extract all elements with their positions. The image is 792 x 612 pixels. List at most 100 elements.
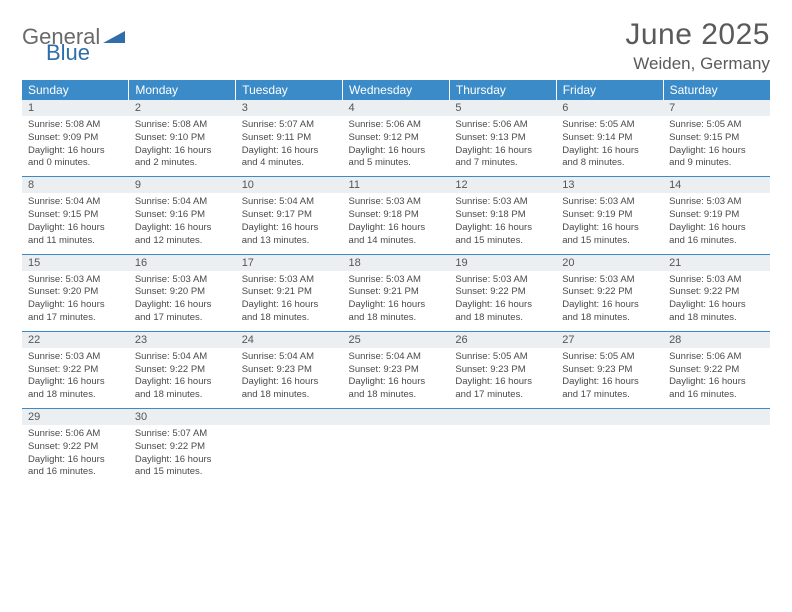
day-content: Sunrise: 5:05 AMSunset: 9:14 PMDaylight:… [556, 117, 663, 176]
day-cell: 20Sunrise: 5:03 AMSunset: 9:22 PMDayligh… [556, 255, 663, 332]
day-cell: 23Sunrise: 5:04 AMSunset: 9:22 PMDayligh… [129, 332, 236, 409]
day-content: Sunrise: 5:08 AMSunset: 9:10 PMDaylight:… [129, 117, 236, 176]
day-cell: 3Sunrise: 5:07 AMSunset: 9:11 PMDaylight… [236, 100, 343, 177]
day-cell [449, 409, 556, 485]
day-content: Sunrise: 5:06 AMSunset: 9:22 PMDaylight:… [663, 349, 770, 408]
day-content: Sunrise: 5:04 AMSunset: 9:17 PMDaylight:… [236, 194, 343, 253]
day-number [343, 409, 450, 426]
day-content [449, 426, 556, 482]
day-content [236, 426, 343, 482]
day-cell: 28Sunrise: 5:06 AMSunset: 9:22 PMDayligh… [663, 332, 770, 409]
day-cell: 6Sunrise: 5:05 AMSunset: 9:14 PMDaylight… [556, 100, 663, 177]
day-number: 5 [449, 100, 556, 117]
day-number: 20 [556, 255, 663, 272]
day-cell: 14Sunrise: 5:03 AMSunset: 9:19 PMDayligh… [663, 177, 770, 254]
day-cell: 22Sunrise: 5:03 AMSunset: 9:22 PMDayligh… [22, 332, 129, 409]
day-number [449, 409, 556, 426]
day-cell: 29Sunrise: 5:06 AMSunset: 9:22 PMDayligh… [22, 409, 129, 485]
day-content: Sunrise: 5:05 AMSunset: 9:15 PMDaylight:… [663, 117, 770, 176]
day-cell [663, 409, 770, 485]
day-number: 29 [22, 409, 129, 426]
day-number: 13 [556, 177, 663, 194]
day-number: 6 [556, 100, 663, 117]
day-number: 15 [22, 255, 129, 272]
day-content: Sunrise: 5:04 AMSunset: 9:23 PMDaylight:… [343, 349, 450, 408]
day-number: 18 [343, 255, 450, 272]
day-cell: 4Sunrise: 5:06 AMSunset: 9:12 PMDaylight… [343, 100, 450, 177]
day-number: 9 [129, 177, 236, 194]
day-content: Sunrise: 5:03 AMSunset: 9:21 PMDaylight:… [343, 272, 450, 331]
day-cell: 16Sunrise: 5:03 AMSunset: 9:20 PMDayligh… [129, 255, 236, 332]
day-number: 11 [343, 177, 450, 194]
month-title: June 2025 [625, 18, 770, 52]
brand-part2: Blue [20, 42, 125, 64]
day-number: 24 [236, 332, 343, 349]
day-number: 4 [343, 100, 450, 117]
calendar-table: SundayMondayTuesdayWednesdayThursdayFrid… [22, 80, 770, 485]
day-number: 3 [236, 100, 343, 117]
day-cell: 19Sunrise: 5:03 AMSunset: 9:22 PMDayligh… [449, 255, 556, 332]
day-content: Sunrise: 5:03 AMSunset: 9:22 PMDaylight:… [22, 349, 129, 408]
day-number [236, 409, 343, 426]
day-number: 28 [663, 332, 770, 349]
day-number: 25 [343, 332, 450, 349]
day-content: Sunrise: 5:06 AMSunset: 9:13 PMDaylight:… [449, 117, 556, 176]
day-cell: 8Sunrise: 5:04 AMSunset: 9:15 PMDaylight… [22, 177, 129, 254]
day-cell: 26Sunrise: 5:05 AMSunset: 9:23 PMDayligh… [449, 332, 556, 409]
weekday-header: Wednesday [343, 80, 450, 100]
day-content: Sunrise: 5:03 AMSunset: 9:21 PMDaylight:… [236, 272, 343, 331]
weekday-header: Monday [129, 80, 236, 100]
day-content: Sunrise: 5:03 AMSunset: 9:22 PMDaylight:… [556, 272, 663, 331]
day-number: 12 [449, 177, 556, 194]
day-cell: 11Sunrise: 5:03 AMSunset: 9:18 PMDayligh… [343, 177, 450, 254]
day-content: Sunrise: 5:03 AMSunset: 9:18 PMDaylight:… [343, 194, 450, 253]
day-content: Sunrise: 5:06 AMSunset: 9:12 PMDaylight:… [343, 117, 450, 176]
day-number: 19 [449, 255, 556, 272]
weekday-header: Saturday [663, 80, 770, 100]
day-cell: 21Sunrise: 5:03 AMSunset: 9:22 PMDayligh… [663, 255, 770, 332]
day-content: Sunrise: 5:03 AMSunset: 9:19 PMDaylight:… [556, 194, 663, 253]
day-number: 2 [129, 100, 236, 117]
location-label: Weiden, Germany [625, 54, 770, 74]
day-number: 14 [663, 177, 770, 194]
day-cell: 10Sunrise: 5:04 AMSunset: 9:17 PMDayligh… [236, 177, 343, 254]
day-cell [556, 409, 663, 485]
day-cell: 24Sunrise: 5:04 AMSunset: 9:23 PMDayligh… [236, 332, 343, 409]
day-number: 7 [663, 100, 770, 117]
day-content: Sunrise: 5:03 AMSunset: 9:19 PMDaylight:… [663, 194, 770, 253]
day-content: Sunrise: 5:04 AMSunset: 9:16 PMDaylight:… [129, 194, 236, 253]
day-number: 1 [22, 100, 129, 117]
day-cell: 18Sunrise: 5:03 AMSunset: 9:21 PMDayligh… [343, 255, 450, 332]
day-number: 30 [129, 409, 236, 426]
day-content: Sunrise: 5:07 AMSunset: 9:22 PMDaylight:… [129, 426, 236, 485]
day-content: Sunrise: 5:03 AMSunset: 9:20 PMDaylight:… [129, 272, 236, 331]
day-cell: 30Sunrise: 5:07 AMSunset: 9:22 PMDayligh… [129, 409, 236, 485]
day-content: Sunrise: 5:05 AMSunset: 9:23 PMDaylight:… [556, 349, 663, 408]
day-content: Sunrise: 5:08 AMSunset: 9:09 PMDaylight:… [22, 117, 129, 176]
day-content: Sunrise: 5:05 AMSunset: 9:23 PMDaylight:… [449, 349, 556, 408]
day-content: Sunrise: 5:06 AMSunset: 9:22 PMDaylight:… [22, 426, 129, 485]
day-content [556, 426, 663, 482]
day-number: 27 [556, 332, 663, 349]
day-cell: 15Sunrise: 5:03 AMSunset: 9:20 PMDayligh… [22, 255, 129, 332]
day-content: Sunrise: 5:03 AMSunset: 9:18 PMDaylight:… [449, 194, 556, 253]
weekday-header: Friday [556, 80, 663, 100]
day-number [663, 409, 770, 426]
day-content [343, 426, 450, 482]
day-cell: 25Sunrise: 5:04 AMSunset: 9:23 PMDayligh… [343, 332, 450, 409]
day-cell: 9Sunrise: 5:04 AMSunset: 9:16 PMDaylight… [129, 177, 236, 254]
day-cell: 17Sunrise: 5:03 AMSunset: 9:21 PMDayligh… [236, 255, 343, 332]
day-content: Sunrise: 5:03 AMSunset: 9:22 PMDaylight:… [663, 272, 770, 331]
day-content [663, 426, 770, 482]
day-number: 23 [129, 332, 236, 349]
day-content: Sunrise: 5:04 AMSunset: 9:22 PMDaylight:… [129, 349, 236, 408]
day-content: Sunrise: 5:04 AMSunset: 9:23 PMDaylight:… [236, 349, 343, 408]
brand-logo: General Blue [22, 26, 125, 64]
day-cell: 12Sunrise: 5:03 AMSunset: 9:18 PMDayligh… [449, 177, 556, 254]
day-content: Sunrise: 5:03 AMSunset: 9:20 PMDaylight:… [22, 272, 129, 331]
day-number: 26 [449, 332, 556, 349]
day-number: 8 [22, 177, 129, 194]
day-number: 17 [236, 255, 343, 272]
day-number: 22 [22, 332, 129, 349]
weekday-header: Tuesday [236, 80, 343, 100]
